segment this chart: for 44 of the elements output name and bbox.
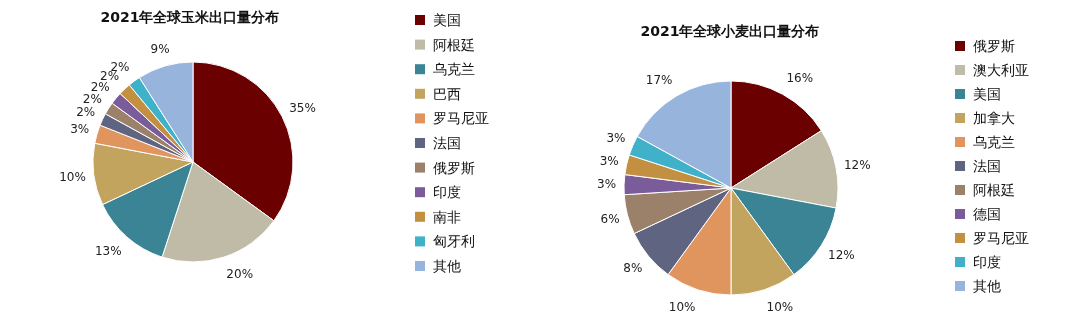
data-label: 35% — [289, 101, 316, 116]
data-label: 3% — [70, 122, 90, 137]
legend-label: 乌克兰 — [973, 134, 1015, 150]
data-label: 3% — [597, 177, 617, 192]
data-label: 2% — [90, 79, 110, 94]
legend-label: 阿根廷 — [973, 182, 1015, 198]
legend-label: 加拿大 — [973, 110, 1015, 126]
data-label: 10% — [59, 169, 86, 184]
legend-label: 法国 — [973, 158, 1001, 174]
legend-label: 俄罗斯 — [433, 159, 475, 176]
legend-label: 美国 — [973, 86, 1001, 102]
data-label: 10% — [766, 299, 794, 314]
legend-label: 印度 — [973, 254, 1001, 270]
legend-label: 其他 — [973, 278, 1001, 294]
legend-label: 罗马尼亚 — [973, 230, 1029, 246]
data-label: 12% — [843, 157, 871, 172]
data-label: 20% — [226, 267, 254, 282]
data-label: 12% — [828, 247, 855, 262]
legend-label: 乌克兰 — [433, 61, 475, 78]
legend-label: 美国 — [433, 12, 461, 28]
legend-label: 俄罗斯 — [973, 38, 1015, 54]
legend-label: 罗马尼亚 — [433, 110, 489, 127]
data-label: 10% — [668, 299, 696, 314]
data-label: 13% — [94, 243, 122, 258]
legend-label: 巴西 — [433, 85, 461, 102]
data-label: 3% — [599, 153, 619, 168]
legend-label: 阿根廷 — [433, 36, 475, 53]
data-label: 3% — [606, 131, 626, 146]
legend-label: 法国 — [433, 135, 461, 151]
data-label: 2% — [76, 104, 96, 119]
data-label: 6% — [600, 212, 620, 227]
legend-label: 德国 — [973, 206, 1001, 222]
chart-title: 2021年全球小麦出口量分布 — [640, 23, 820, 39]
chart-title: 2021年全球玉米出口量分布 — [100, 9, 280, 25]
data-label: 17% — [645, 73, 673, 88]
data-label: 2% — [82, 91, 102, 106]
legend-label: 澳大利亚 — [973, 62, 1029, 78]
legend-label: 南非 — [433, 208, 461, 225]
data-label: 9% — [150, 41, 170, 56]
legend-label: 其他 — [433, 258, 461, 274]
legend-label: 印度 — [433, 184, 461, 201]
data-label: 8% — [623, 260, 643, 275]
legend-label: 匈牙利 — [433, 233, 475, 250]
data-label: 16% — [786, 71, 814, 86]
